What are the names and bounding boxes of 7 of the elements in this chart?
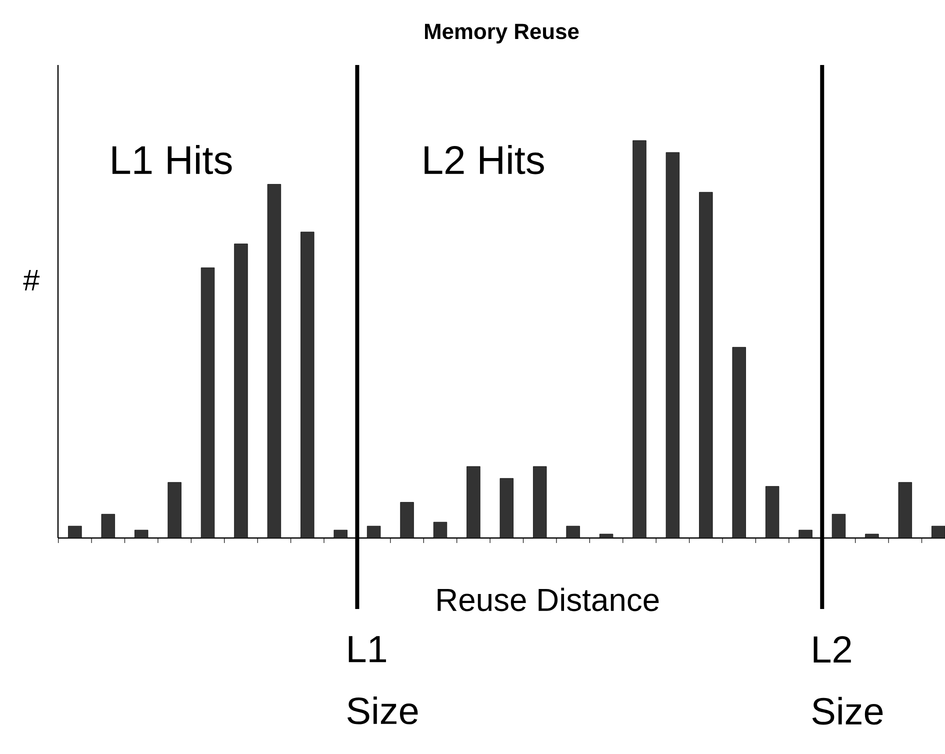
x-axis-title: Reuse Distance — [438, 588, 659, 612]
chart-title: Memory Reuse — [425, 24, 579, 44]
annotation: L2 Hits — [424, 144, 544, 174]
y-axis-title: # — [23, 270, 40, 290]
text: L1 Size — [347, 636, 418, 724]
annotation: L1 Hits — [112, 144, 232, 174]
text: L2 Size — [812, 636, 883, 725]
